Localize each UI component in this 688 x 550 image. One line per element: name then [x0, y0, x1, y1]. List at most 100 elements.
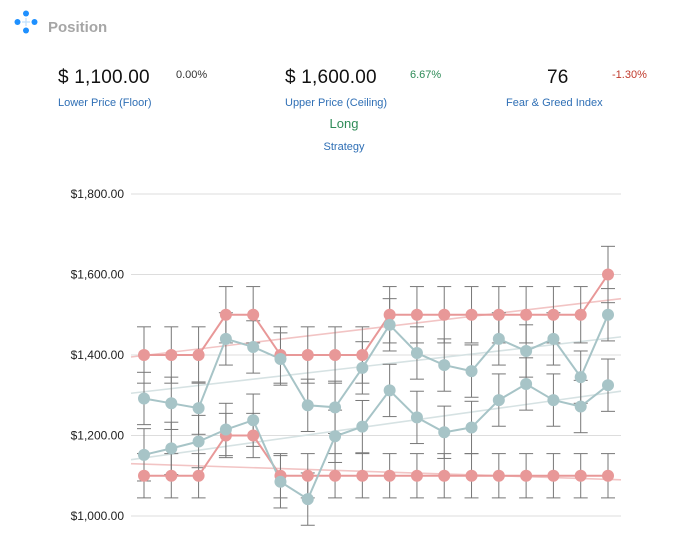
data-point-floor: [301, 469, 314, 482]
series-line-price-high: [143, 314, 609, 410]
data-point-price-high: [492, 332, 505, 345]
floor-value: $ 1,100.00: [58, 67, 150, 88]
data-point-floor: [492, 469, 505, 482]
strategy-label: Strategy: [323, 141, 365, 153]
data-point-price-high: [356, 361, 369, 374]
data-point-price-low: [192, 435, 205, 448]
data-point-floor: [410, 469, 423, 482]
data-point-price-high: [574, 371, 587, 384]
series-line-floor: [144, 434, 608, 477]
data-point-floor: [602, 469, 614, 482]
data-point-floor: [356, 469, 369, 482]
data-point-price-high: [602, 308, 614, 321]
data-point-price-low: [520, 377, 533, 390]
data-point-price-low: [383, 384, 396, 397]
series-line-ceiling: [144, 273, 609, 356]
data-point-ceiling: [383, 308, 396, 321]
data-point-ceiling: [219, 308, 232, 321]
series-line-price-low: [143, 382, 609, 501]
data-point-price-high: [547, 332, 560, 345]
data-point-floor: [520, 469, 533, 482]
data-point-price-low: [274, 475, 287, 488]
data-point-price-low: [165, 442, 178, 455]
data-point-price-low: [465, 421, 478, 434]
data-point-price-high: [438, 359, 451, 372]
y-tick-label: $1,600.00: [71, 268, 125, 282]
ceiling-stat: $ 1,600.00 6.67% Upper Price (Ceiling): [285, 67, 441, 109]
price-chart: $1,000.00 $1,200.00 $1,400.00 $1,600.00 $1,8…: [71, 187, 622, 526]
y-tick-label: $1,000.00: [71, 509, 125, 523]
data-point-price-high: [465, 365, 478, 378]
ceiling-change: 6.67%: [410, 69, 442, 81]
data-point-price-high: [219, 332, 232, 345]
data-point-price-low: [356, 420, 369, 433]
data-point-floor: [383, 469, 396, 482]
data-point-ceiling: [410, 308, 423, 321]
data-point-ceiling: [329, 349, 342, 361]
data-point-price-high: [329, 401, 342, 414]
trendline: [130, 297, 622, 358]
data-point-ceiling: [138, 349, 150, 361]
data-point-ceiling: [602, 268, 614, 281]
data-point-floor: [465, 469, 478, 482]
floor-stat: $ 1,100.00 0.00% Lower Price (Floor): [58, 67, 207, 109]
data-point-price-low: [438, 426, 451, 439]
data-point-price-high: [383, 318, 396, 331]
data-point-price-low: [219, 423, 232, 436]
fear-greed-change: -1.30%: [612, 69, 647, 81]
data-point-ceiling: [165, 349, 178, 361]
data-point-price-low: [301, 493, 314, 506]
data-point-price-high: [301, 399, 314, 412]
y-tick-label: $1,400.00: [71, 348, 125, 362]
data-point-price-low: [574, 400, 587, 413]
data-point-floor: [329, 469, 342, 482]
data-point-ceiling: [192, 349, 205, 361]
data-point-floor: [247, 429, 260, 442]
data-point-price-low: [329, 430, 342, 443]
data-point-floor: [138, 469, 150, 482]
data-point-price-low: [410, 411, 423, 424]
data-point-price-high: [192, 402, 205, 415]
data-point-price-high: [247, 340, 260, 353]
data-point-ceiling: [356, 349, 369, 361]
fear-greed-stat: 76 -1.30% Fear & Greed Index: [506, 67, 647, 109]
data-point-price-high: [138, 392, 150, 405]
data-point-ceiling: [465, 308, 478, 321]
data-point-ceiling: [574, 308, 587, 321]
data-point-price-high: [165, 397, 178, 410]
position-header: Position: [14, 10, 107, 39]
page-title: Position: [48, 19, 108, 36]
data-point-ceiling: [438, 308, 451, 321]
data-point-ceiling: [492, 308, 505, 321]
data-point-price-low: [492, 394, 505, 407]
fear-greed-label: Fear & Greed Index: [506, 97, 603, 109]
data-point-price-high: [520, 344, 533, 357]
data-point-ceiling: [547, 308, 560, 321]
ceiling-label: Upper Price (Ceiling): [285, 97, 388, 109]
move-arrows-icon: [14, 10, 38, 39]
data-point-price-low: [547, 394, 560, 407]
data-point-price-low: [138, 448, 150, 461]
data-point-floor: [165, 469, 178, 482]
trendline: [130, 336, 622, 395]
data-point-ceiling: [247, 308, 260, 321]
data-point-price-low: [602, 379, 614, 392]
data-point-ceiling: [301, 349, 314, 361]
data-point-price-low: [247, 414, 260, 427]
trendline: [130, 390, 622, 461]
data-point-price-high: [274, 353, 287, 366]
trendline: [130, 462, 622, 481]
floor-label: Lower Price (Floor): [58, 97, 152, 109]
data-point-floor: [438, 469, 451, 482]
data-point-floor: [547, 469, 560, 482]
floor-change: 0.00%: [176, 69, 208, 81]
strategy-value: Long: [329, 116, 359, 131]
ceiling-value: $ 1,600.00: [285, 67, 377, 88]
data-point-ceiling: [520, 308, 533, 321]
data-point-price-high: [410, 346, 423, 359]
data-point-floor: [192, 469, 205, 482]
y-tick-label: $1,800.00: [71, 187, 125, 201]
data-point-floor: [574, 469, 587, 482]
fear-greed-value: 76: [547, 67, 569, 88]
y-tick-label: $1,200.00: [71, 429, 125, 443]
